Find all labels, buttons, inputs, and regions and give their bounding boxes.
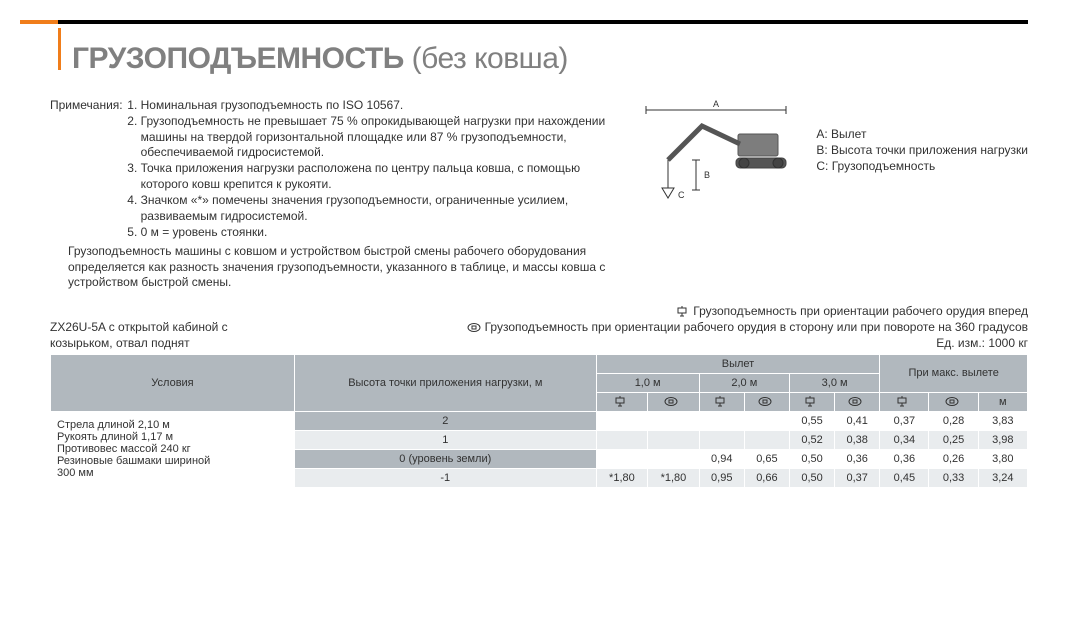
value-cell bbox=[699, 430, 744, 449]
value-cell bbox=[744, 411, 789, 430]
value-cell: 3,80 bbox=[978, 449, 1027, 468]
value-cell bbox=[596, 430, 648, 449]
value-cell: 0,66 bbox=[744, 468, 789, 487]
model-context: ZX26U-5A с открытой кабиной с козырьком,… bbox=[50, 319, 280, 351]
notes-list: Номинальная грузоподъемность по ISO 1056… bbox=[123, 98, 621, 241]
value-cell: 0,37 bbox=[880, 411, 929, 430]
value-cell: 0,37 bbox=[835, 468, 880, 487]
svg-text:A: A bbox=[713, 99, 719, 109]
svg-text:B: B bbox=[704, 170, 710, 180]
orientation-legend: Грузоподъемность при ориентации рабочего… bbox=[467, 303, 1028, 352]
bucket-rotate-icon bbox=[467, 322, 481, 333]
value-cell: 0,25 bbox=[929, 430, 978, 449]
note-item: Номинальная грузоподъемность по ISO 1056… bbox=[141, 98, 621, 113]
value-cell: 0,94 bbox=[699, 449, 744, 468]
value-cell: 0,50 bbox=[789, 449, 834, 468]
value-cell: 0,38 bbox=[835, 430, 880, 449]
conditions-cell: Стрела длиной 2,10 мРукоять длиной 1,17 … bbox=[51, 411, 295, 487]
rotate-icon bbox=[835, 392, 880, 411]
value-cell: *1,80 bbox=[648, 468, 700, 487]
load-height-cell: -1 bbox=[294, 468, 596, 487]
note-item: Грузоподъемность не превышает 75 % опрок… bbox=[141, 114, 621, 160]
load-height-cell: 1 bbox=[294, 430, 596, 449]
value-cell bbox=[596, 411, 648, 430]
value-cell: 0,36 bbox=[880, 449, 929, 468]
rotate-icon bbox=[929, 392, 978, 411]
col-group-reach: Вылет bbox=[596, 354, 880, 373]
value-cell bbox=[699, 411, 744, 430]
subtext: Грузоподъемность машины с ковшом и устро… bbox=[68, 244, 620, 291]
value-cell: 0,41 bbox=[835, 411, 880, 430]
col-conditions: Условия bbox=[51, 354, 295, 411]
value-cell bbox=[648, 430, 700, 449]
col-group-maxreach: При макс. вылете bbox=[880, 354, 1028, 392]
value-cell bbox=[648, 411, 700, 430]
value-cell bbox=[648, 449, 700, 468]
notes-label: Примечания: bbox=[50, 98, 123, 241]
svg-text:C: C bbox=[678, 190, 685, 200]
value-cell: 0,52 bbox=[789, 430, 834, 449]
value-cell: 0,65 bbox=[744, 449, 789, 468]
col-load-height: Высота точки приложения нагрузки, м bbox=[294, 354, 596, 411]
value-cell: 0,50 bbox=[789, 468, 834, 487]
value-cell bbox=[744, 430, 789, 449]
excavator-diagram: A B C bbox=[638, 98, 798, 211]
rotate-icon bbox=[744, 392, 789, 411]
note-item: 0 м = уровень стоянки. bbox=[141, 225, 621, 240]
note-item: Значком «*» помечены значения грузоподъе… bbox=[141, 193, 621, 224]
value-cell: 3,98 bbox=[978, 430, 1027, 449]
note-item: Точка приложения нагрузки расположена по… bbox=[141, 161, 621, 192]
load-height-cell: 0 (уровень земли) bbox=[294, 449, 596, 468]
value-cell: 0,33 bbox=[929, 468, 978, 487]
bucket-front-icon bbox=[675, 306, 689, 317]
value-cell: 0,45 bbox=[880, 468, 929, 487]
col-m: м bbox=[978, 392, 1027, 411]
table-row: Стрела длиной 2,10 мРукоять длиной 1,17 … bbox=[51, 411, 1028, 430]
load-height-cell: 2 bbox=[294, 411, 596, 430]
rotate-icon bbox=[648, 392, 700, 411]
diagram-legend: A: Вылет B: Высота точки приложения нагр… bbox=[816, 98, 1028, 175]
front-icon bbox=[699, 392, 744, 411]
capacity-table: Условия Высота точки приложения нагрузки… bbox=[50, 354, 1028, 488]
value-cell: 3,83 bbox=[978, 411, 1027, 430]
page-title: ГРУЗОПОДЪЕМНОСТЬ (без ковша) bbox=[72, 42, 1028, 76]
value-cell: 0,28 bbox=[929, 411, 978, 430]
front-icon bbox=[880, 392, 929, 411]
value-cell: 0,36 bbox=[835, 449, 880, 468]
value-cell: 3,24 bbox=[978, 468, 1027, 487]
value-cell: *1,80 bbox=[596, 468, 648, 487]
value-cell: 0,95 bbox=[699, 468, 744, 487]
front-icon bbox=[789, 392, 834, 411]
front-icon bbox=[596, 392, 648, 411]
value-cell bbox=[596, 449, 648, 468]
value-cell: 0,26 bbox=[929, 449, 978, 468]
value-cell: 0,34 bbox=[880, 430, 929, 449]
value-cell: 0,55 bbox=[789, 411, 834, 430]
